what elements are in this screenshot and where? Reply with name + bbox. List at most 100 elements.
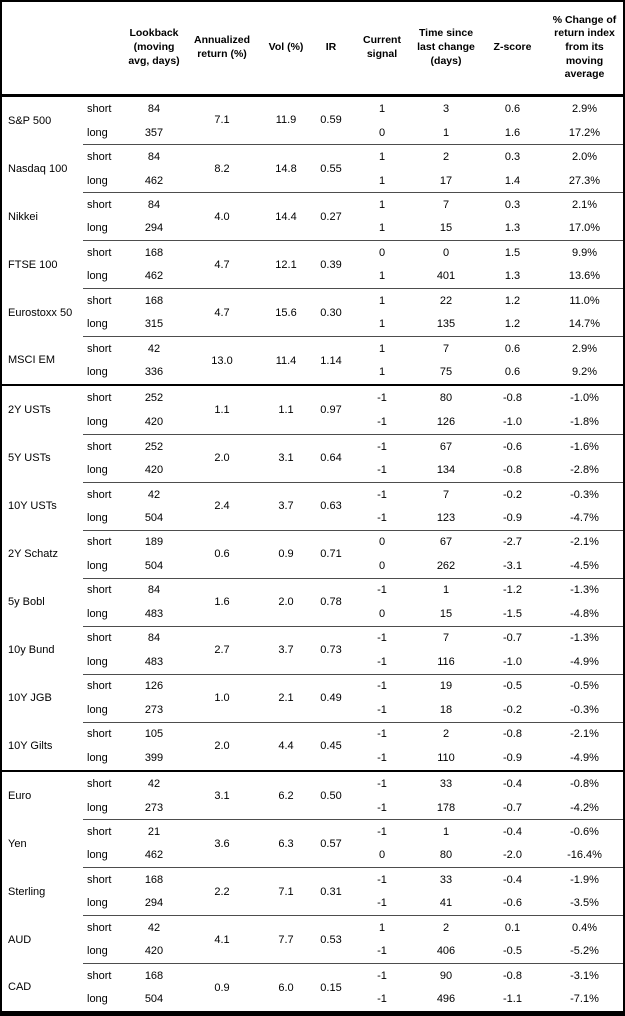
cell-ir: 0.59 <box>320 114 342 127</box>
cell-vol: 3.7 <box>261 625 311 675</box>
cell-current-signal: -1 <box>351 433 413 459</box>
side-label-long: long <box>87 464 108 477</box>
cell-ir: 0.53 <box>311 915 351 964</box>
cell-lookback: 42 <box>125 336 183 361</box>
cell-vol: 12.1 <box>261 240 311 289</box>
side-label-long: long <box>87 511 108 524</box>
side-label-short: short <box>83 240 125 265</box>
cell-ir: 0.97 <box>311 384 351 435</box>
cell-pct-change: -1.8% <box>570 416 599 429</box>
side-label-short: short <box>83 384 125 411</box>
asset-row-short: Euro short 42 3.1 6.2 0.50 -1 33 -0.4 -0.8% <box>2 769 623 820</box>
cell-zscore: -0.8 <box>479 963 546 988</box>
cell-lookback: 336 <box>144 366 164 379</box>
cell-time-since-change: 22 <box>413 288 479 313</box>
cell-lookback: 462 <box>144 270 164 283</box>
cell-ir: 0.57 <box>311 819 351 868</box>
asset-row-short: FTSE 100 short 168 4.7 12.1 0.39 0 0 1.5 9.9% <box>2 240 623 289</box>
cell-annualized-return: 8.2 <box>183 144 261 193</box>
cell-pct-change: -4.5% <box>570 559 599 572</box>
cell-current-signal: -1 <box>351 384 413 411</box>
cell-lookback: 399 <box>144 751 164 764</box>
asset-row-long: long 483 0 15 -1.5 -4.8% <box>2 602 623 626</box>
cell-annualized-return: 1.0 <box>183 673 261 722</box>
asset-name: Eurostoxx 50 <box>8 306 73 319</box>
asset-row-long: long 399 -1 110 -0.9 -4.9% <box>2 746 623 771</box>
cell-pct-change: 9.2% <box>571 366 598 379</box>
cell-time-since-change: 80 <box>439 849 453 862</box>
cell-pct-change: -4.7% <box>570 511 599 524</box>
side-label-long: long <box>87 222 108 235</box>
cell-lookback: 168 <box>125 288 183 313</box>
asset-name: Euro <box>2 769 83 820</box>
cell-zscore: -0.5 <box>479 673 546 699</box>
cell-time-since-change: 496 <box>436 993 456 1006</box>
cell-zscore: 1.3 <box>504 222 521 235</box>
side-label-short: short <box>87 102 112 115</box>
cell-zscore: 0.3 <box>479 192 546 217</box>
cell-annualized-return: 7.1 <box>214 114 230 127</box>
cell-lookback: 21 <box>125 819 183 844</box>
cell-zscore: 1.4 <box>504 174 521 187</box>
asset-row-long: long 357 0 1 1.6 17.2% <box>2 121 623 145</box>
asset-name: MSCI EM <box>8 354 56 367</box>
cell-zscore: 0.6 <box>504 366 521 379</box>
side-label-short: short <box>83 769 125 796</box>
cell-zscore: -0.7 <box>503 801 522 814</box>
cell-lookback: 252 <box>125 433 183 459</box>
cell-zscore: 1.2 <box>479 288 546 313</box>
cell-current-signal: 0 <box>378 849 386 862</box>
cell-current-signal: -1 <box>377 703 387 716</box>
cell-current-signal: -1 <box>351 625 413 651</box>
asset-row-short: 10y Bund short 84 2.7 3.7 0.73 -1 7 -0.7 -1.3% <box>2 625 623 675</box>
cell-zscore: -0.2 <box>479 481 546 507</box>
cell-current-signal: 1 <box>351 144 413 169</box>
cell-time-since-change: 80 <box>413 384 479 411</box>
cell-current-signal: -1 <box>377 801 387 814</box>
cell-time-since-change: 7 <box>413 481 479 507</box>
cell-pct-change: -2.8% <box>570 464 599 477</box>
cell-lookback: 189 <box>125 529 183 555</box>
cell-ir: 0.63 <box>311 481 351 531</box>
cell-ir: 0.49 <box>311 673 351 722</box>
cell-current-signal: 0 <box>378 559 386 572</box>
asset-name: 10Y Gilts <box>8 739 53 752</box>
cell-ir: 0.71 <box>311 529 351 579</box>
cell-current-signal: -1 <box>351 769 413 796</box>
side-label-short: short <box>83 336 125 361</box>
asset-row-long: long 273 -1 18 -0.2 -0.3% <box>2 698 623 722</box>
asset-name: CAD <box>8 981 32 994</box>
cell-lookback: 462 <box>144 174 164 187</box>
cell-zscore: -3.1 <box>503 559 522 572</box>
col-header-lookback: Lookback (moving avg, days) <box>125 2 183 97</box>
cell-lookback: 42 <box>125 481 183 507</box>
asset-row-short: AUD short 42 4.1 7.7 0.53 1 2 0.1 0.4% <box>2 915 623 964</box>
cell-time-since-change: 2 <box>413 915 479 940</box>
cell-current-signal: 0 <box>378 126 386 139</box>
cell-time-since-change: 401 <box>436 270 456 283</box>
cell-zscore: 0.6 <box>479 336 546 361</box>
side-label-long: long <box>87 559 108 572</box>
cell-zscore: -0.4 <box>479 867 546 892</box>
asset-row-long: long 315 1 135 1.2 14.7% <box>2 313 623 337</box>
asset-row-long: long 420 -1 134 -0.8 -2.8% <box>2 458 623 482</box>
cell-zscore: -1.0 <box>503 416 522 429</box>
side-label-short: short <box>83 144 125 169</box>
cell-ir: 0.64 <box>311 433 351 483</box>
side-label-long: long <box>87 416 108 429</box>
asset-row-short: 2Y USTs short 252 1.1 1.1 0.97 -1 80 -0.8 -1.0% <box>2 384 623 435</box>
side-label-short: short <box>83 577 125 603</box>
cell-vol: 7.1 <box>261 867 311 916</box>
cell-current-signal: 1 <box>351 915 413 940</box>
asset-name: S&P 500 <box>8 114 52 127</box>
asset-name: Nasdaq 100 <box>8 162 68 175</box>
col-header-side <box>83 2 125 97</box>
asset-row-short: 10Y USTs short 42 2.4 3.7 0.63 -1 7 -0.2 -0.3% <box>2 481 623 531</box>
cell-lookback: 273 <box>144 703 164 716</box>
asset-row-long: long 483 -1 116 -1.0 -4.9% <box>2 650 623 674</box>
cell-annualized-return: 2.0 <box>183 721 261 771</box>
cell-time-since-change: 126 <box>436 416 456 429</box>
cell-pct-change: -0.3% <box>570 703 599 716</box>
asset-row-short: 5y Bobl short 84 1.6 2.0 0.78 -1 1 -1.2 -1.3% <box>2 577 623 627</box>
